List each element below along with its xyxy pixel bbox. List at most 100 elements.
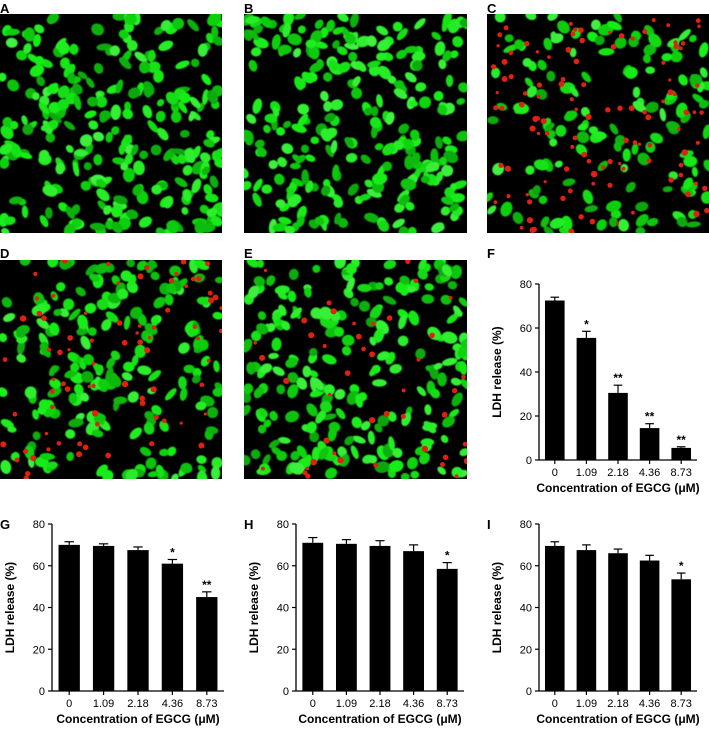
green-cell [271,34,281,50]
green-cell [99,110,112,121]
green-cell [441,331,458,344]
green-cell [155,227,166,233]
green-cell [145,260,155,274]
green-cell [393,88,408,100]
green-cell [439,156,447,166]
red-cell [685,191,691,198]
x-tick-label: 2.18 [369,698,390,710]
green-cell [250,449,261,460]
green-cell [16,328,27,338]
green-cell [487,116,499,125]
x-tick-label: 8.73 [670,467,691,479]
green-cell [661,53,673,62]
green-cell [304,287,312,298]
red-cell [302,470,308,476]
green-cell [547,129,556,140]
green-cell [554,160,563,168]
green-cell [122,167,135,183]
green-cell [322,354,337,365]
red-cell [95,421,100,427]
green-cell [364,107,372,116]
green-cell [437,104,448,116]
green-cell [607,20,622,31]
red-cell [116,320,123,326]
red-cell [578,27,584,33]
green-cell [89,273,100,282]
green-cell [635,201,649,212]
red-cell [628,105,635,111]
green-cell [252,192,262,207]
green-cell [178,342,190,354]
x-axis-label: Concentration of EGCG (μM) [298,712,461,726]
green-cell [85,77,95,88]
green-cell [290,450,300,461]
red-cell [630,36,635,41]
green-cell [148,370,162,382]
green-cell [435,136,443,149]
green-cell [291,178,304,187]
green-cell [143,422,155,435]
green-cell [419,452,430,465]
green-cell [546,70,556,82]
green-cell [124,134,133,144]
green-cell [491,67,501,79]
green-cell [569,86,579,98]
green-cell [154,26,164,36]
green-cell [309,431,320,443]
red-cell [386,315,393,321]
red-cell [12,411,18,417]
green-cell [49,378,62,389]
bar-chart: 0 20 40 60 80 0 1.09 * 2.18 ** 4.36 ** 8.73 ** Concent… [490,279,700,495]
green-cell [92,131,105,142]
green-cell [207,406,219,419]
red-cell [14,457,20,463]
red-cell [91,361,96,366]
green-cell [393,80,408,93]
green-cell [212,36,222,46]
green-cell [95,178,107,189]
red-cell [493,200,498,205]
y-tick-label: 60 [277,561,289,573]
green-cell [194,219,207,233]
red-cell [190,276,196,282]
green-cell [151,405,162,416]
green-cell [323,101,332,112]
green-cell [392,447,403,459]
y-tick-label: 40 [277,603,289,615]
green-cell [48,112,62,123]
green-cell [397,335,409,347]
red-cell [147,336,152,340]
green-cell [183,364,195,374]
green-cell [487,192,494,203]
green-cell [278,304,287,316]
green-cell [404,72,417,83]
green-cell [1,227,10,233]
bar [545,300,565,460]
panel-letter-g: G [0,517,11,532]
red-cell [67,335,73,341]
red-cell [499,105,505,111]
green-cell [377,415,390,427]
green-cell [296,216,305,228]
green-cell [676,216,688,228]
green-cell [313,41,328,49]
y-tick-label: 80 [33,519,45,531]
green-cell [625,181,636,193]
green-cell [73,149,89,157]
green-cell [165,91,178,105]
y-tick-label: 0 [39,686,45,698]
green-cell [310,307,322,319]
green-cell [16,354,27,363]
green-cell [212,387,222,397]
green-cell [351,87,363,99]
green-cell [80,335,91,350]
green-cell [402,138,414,150]
bar [639,428,660,460]
green-cell [408,310,420,326]
green-cell [678,29,691,41]
green-cell [514,39,525,50]
green-cell [416,386,427,397]
red-cell [62,260,68,264]
red-cell [569,97,574,102]
green-cell [77,314,89,330]
